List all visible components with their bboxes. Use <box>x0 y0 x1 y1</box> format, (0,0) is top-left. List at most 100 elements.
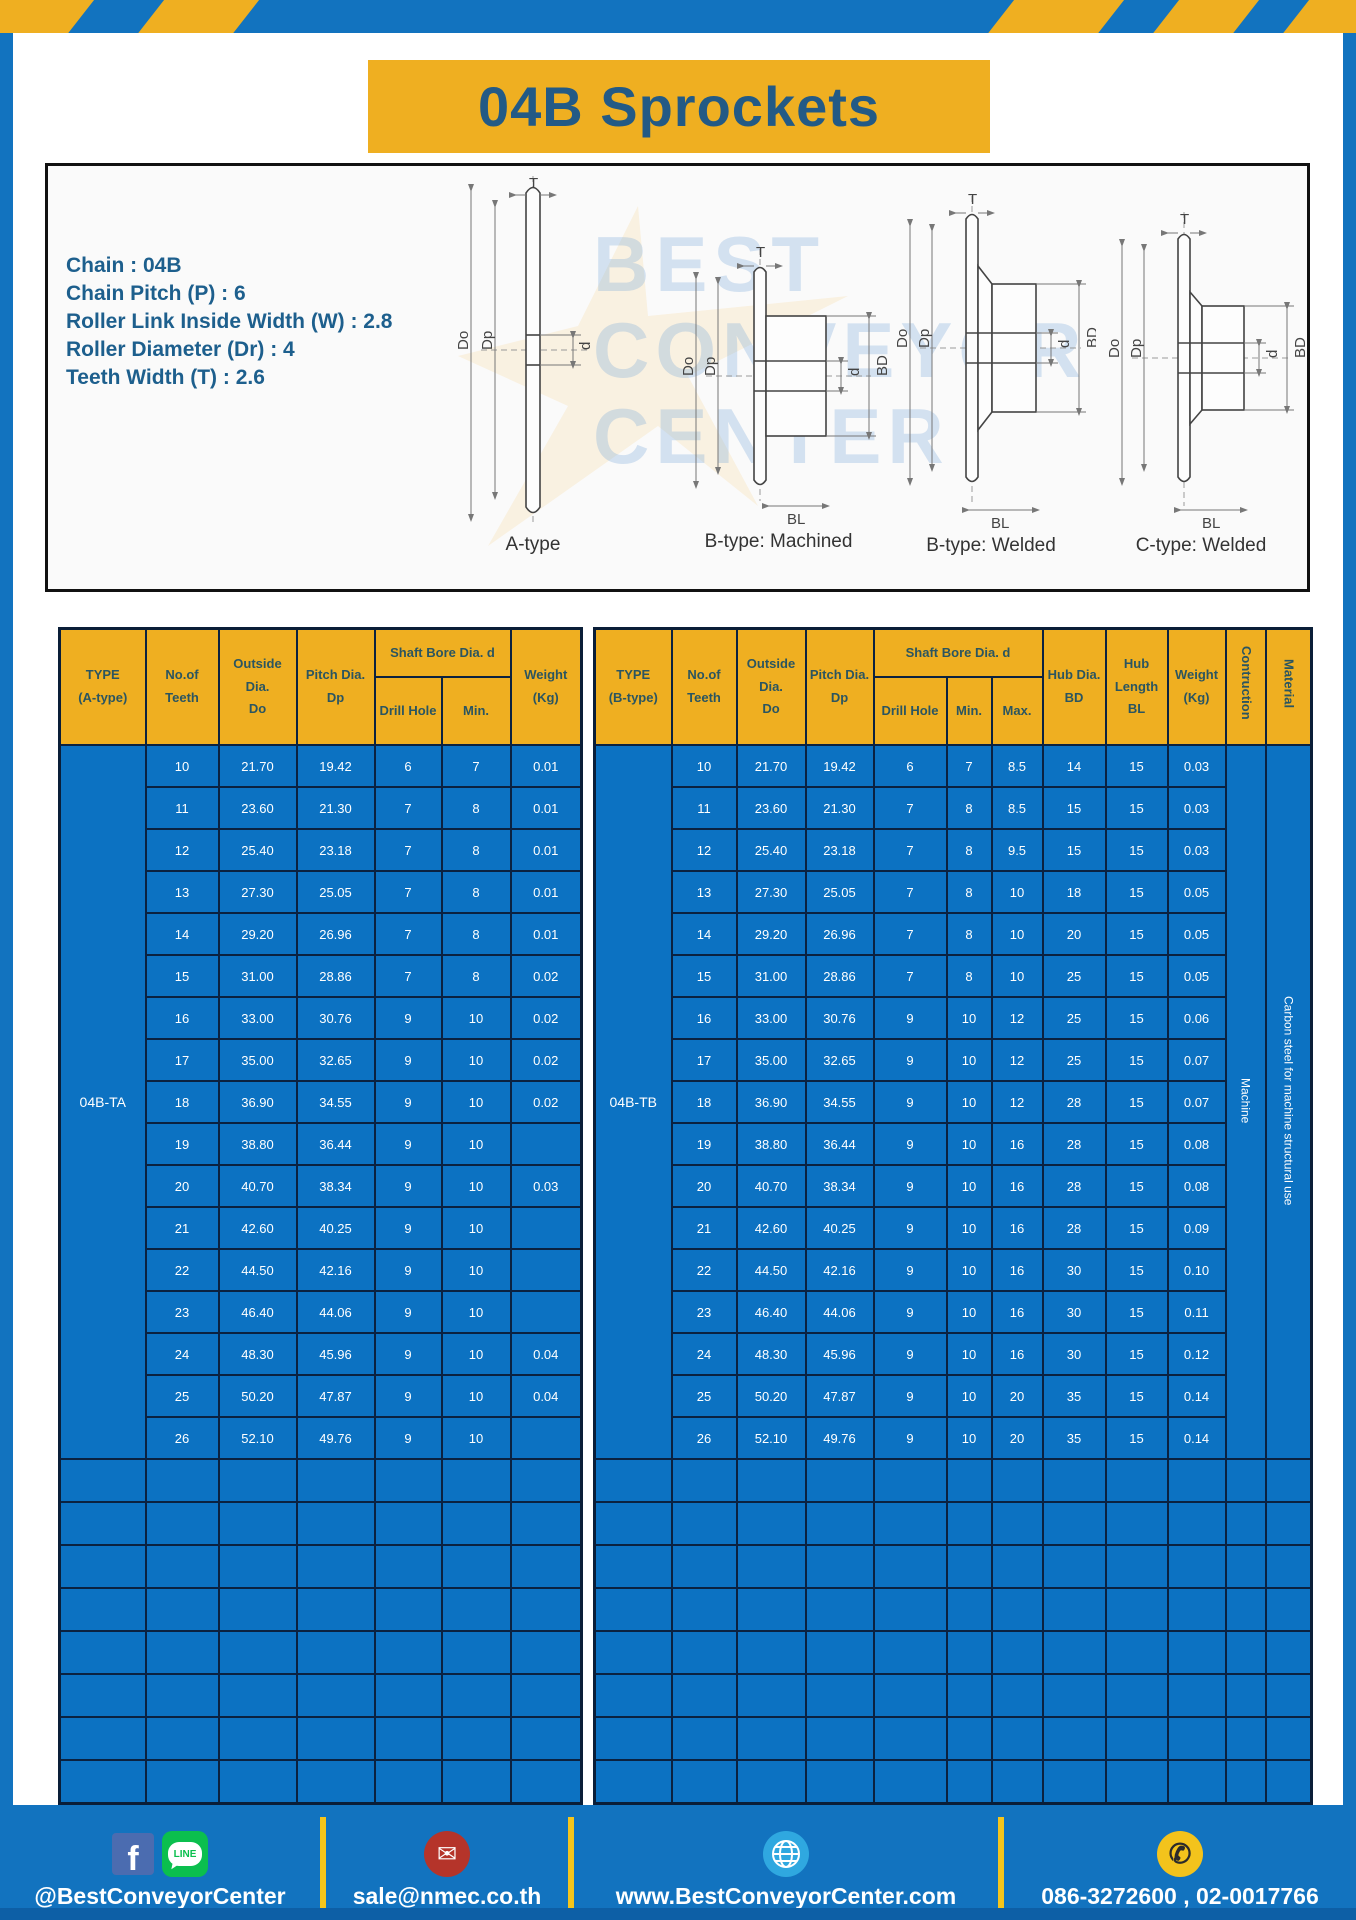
table-cell <box>509 1206 583 1250</box>
table-cell: 21.70 <box>735 744 807 788</box>
empty-cell <box>295 1544 376 1589</box>
empty-cell <box>593 1673 673 1718</box>
empty-cell <box>1224 1673 1267 1718</box>
table-cell: 10 <box>440 1080 512 1124</box>
empty-cell <box>440 1458 512 1503</box>
table-cell: 8 <box>440 912 512 956</box>
table-row: 21 42.60 40.25 9 10 16 28 15 0.09 <box>595 1206 1312 1250</box>
empty-cell <box>1104 1587 1169 1632</box>
empty-table-row <box>58 1587 583 1632</box>
table-row: 11 23.60 21.30 7 8 8.5 15 15 0.03 <box>595 786 1312 830</box>
header-pitch-dia: Pitch Dia. Dp <box>804 627 875 746</box>
figure-caption: C-type: Welded <box>1135 535 1267 556</box>
svg-text:Dp: Dp <box>1128 339 1145 358</box>
figure-caption: A-type <box>505 534 561 555</box>
header-shaft-bore-group: Shaft Bore Dia. d <box>373 627 512 678</box>
table-cell: 16 <box>144 996 220 1040</box>
table-cell: 17 <box>144 1038 220 1082</box>
header-outside-dia: Outside Dia. Do <box>217 627 298 746</box>
empty-table-row <box>58 1544 583 1589</box>
table-cell: 0.01 <box>509 828 583 872</box>
empty-cell <box>1264 1587 1313 1632</box>
table-cell: 0.06 <box>1166 996 1227 1040</box>
table-cell: 0.05 <box>1166 870 1227 914</box>
empty-cell <box>990 1587 1044 1632</box>
empty-cell <box>1041 1716 1107 1761</box>
table-row: 22 44.50 42.16 9 10 16 30 15 0.10 <box>595 1248 1312 1292</box>
empty-cell <box>144 1759 220 1805</box>
empty-cell <box>217 1587 298 1632</box>
phone-icon[interactable]: ✆ <box>1157 1831 1203 1877</box>
table-cell: 21.30 <box>295 786 376 830</box>
empty-cell <box>1264 1501 1313 1546</box>
empty-cell <box>1104 1544 1169 1589</box>
empty-cell <box>735 1544 807 1589</box>
table-cell: 9 <box>373 1374 443 1418</box>
table-cell: 16 <box>990 1332 1044 1376</box>
svg-text:Do: Do <box>1106 339 1123 358</box>
empty-cell <box>872 1759 948 1805</box>
table-cell: 15 <box>1104 1206 1169 1250</box>
table-row: 25 50.20 47.87 9 10 0.04 <box>60 1374 583 1418</box>
figure-b-welded: T Do Dp d BD BL B-type: Welded <box>886 188 1096 557</box>
empty-cell <box>144 1458 220 1503</box>
empty-cell <box>217 1501 298 1546</box>
empty-cell <box>373 1759 443 1805</box>
table-cell: 0.02 <box>509 996 583 1040</box>
table-cell: 16 <box>990 1248 1044 1292</box>
table-cell: 28 <box>1041 1164 1107 1208</box>
empty-cell <box>1041 1673 1107 1718</box>
line-icon[interactable]: LINE <box>162 1831 208 1877</box>
table-cell: 38.80 <box>735 1122 807 1166</box>
facebook-icon[interactable]: f <box>112 1833 154 1876</box>
svg-text:Dp: Dp <box>916 329 933 348</box>
table-cell: 10 <box>945 1122 993 1166</box>
table-cell: 13 <box>144 870 220 914</box>
table-cell: 35.00 <box>735 1038 807 1082</box>
empty-table-row <box>58 1673 583 1718</box>
table-cell: 15 <box>1041 786 1107 830</box>
empty-cell <box>373 1716 443 1761</box>
empty-cell <box>217 1544 298 1589</box>
table-cell: 10 <box>945 996 993 1040</box>
table-cell: 0.03 <box>509 1164 583 1208</box>
mail-icon[interactable]: ✉ <box>424 1831 470 1877</box>
table-cell: 16 <box>990 1122 1044 1166</box>
svg-text:Dp: Dp <box>479 331 496 350</box>
empty-cell <box>217 1759 298 1805</box>
title-banner: 04B Sprockets <box>368 60 990 153</box>
table-cell: 23 <box>144 1290 220 1334</box>
table-cell: 15 <box>1104 954 1169 998</box>
table-cell: 0.08 <box>1166 1164 1227 1208</box>
table-row: 18 36.90 34.55 9 10 12 28 15 0.07 <box>595 1080 1312 1124</box>
table-cell: 45.96 <box>804 1332 875 1376</box>
table-cell: 10 <box>144 744 220 788</box>
header-material: Material <box>1264 627 1313 746</box>
empty-cell <box>144 1501 220 1546</box>
table-cell: 7 <box>945 744 993 788</box>
table-cell: 0.05 <box>1166 912 1227 956</box>
diagram-panel: BEST CONVEYOR CENTER Chain : 04B Chain P… <box>45 163 1310 592</box>
empty-cell <box>990 1716 1044 1761</box>
footer-phone-section: ✆ 086-3272600 , 02-0017766 <box>1004 1805 1356 1920</box>
empty-cell <box>1166 1587 1227 1632</box>
table-cell: 46.40 <box>735 1290 807 1334</box>
table-cell: 31.00 <box>217 954 298 998</box>
decor-stripe <box>1271 0 1356 33</box>
email-address[interactable]: sale@nmec.co.th <box>352 1883 542 1909</box>
table-cell: 18 <box>670 1080 738 1124</box>
table-cell: 9 <box>872 1248 948 1292</box>
table-cell: 23 <box>670 1290 738 1334</box>
construction-value: Machine <box>1224 744 1267 1460</box>
header-outside-dia: Outside Dia. Do <box>735 627 807 746</box>
table-cell: 18 <box>144 1080 220 1124</box>
globe-icon[interactable] <box>763 1831 809 1877</box>
table-cell: 23.18 <box>295 828 376 872</box>
table-cell: 0.12 <box>1166 1332 1227 1376</box>
social-handle[interactable]: @BestConveyorCenter <box>34 1883 286 1909</box>
website-url[interactable]: www.BestConveyorCenter.com <box>615 1883 957 1909</box>
empty-cell <box>295 1673 376 1718</box>
phone-numbers[interactable]: 086-3272600 , 02-0017766 <box>1041 1883 1319 1909</box>
table-cell: 7 <box>373 870 443 914</box>
table-cell: 9 <box>872 1122 948 1166</box>
